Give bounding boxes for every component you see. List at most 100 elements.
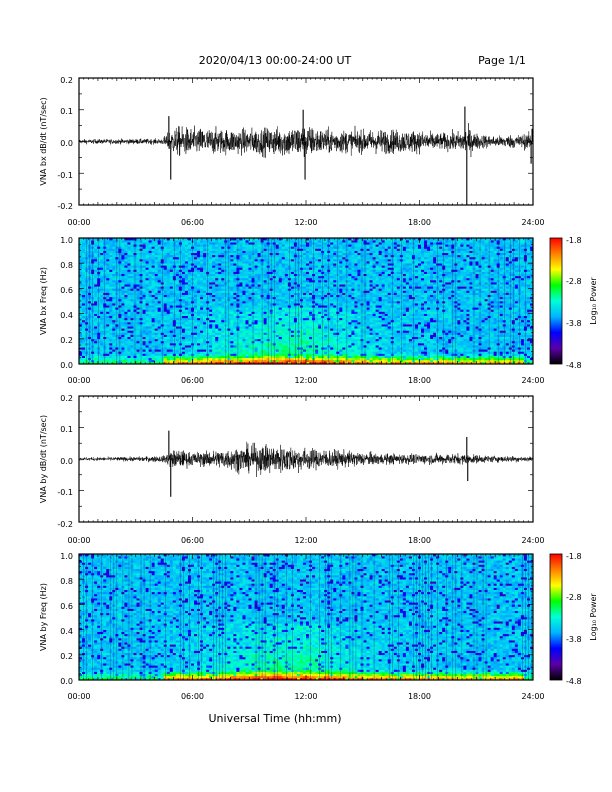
spectrogram-cell <box>239 256 243 260</box>
spectrogram-cell <box>169 303 174 306</box>
spectrogram-cell <box>121 334 125 337</box>
spectrogram-cell <box>79 242 83 245</box>
spectrogram-cell <box>209 271 213 274</box>
spectrogram-cell <box>169 336 174 340</box>
spectrogram-cell <box>230 345 234 348</box>
spectrogram-cell <box>212 359 216 363</box>
spectrogram-cell <box>209 252 213 256</box>
spectrogram-cell <box>233 275 237 279</box>
spectrogram-cell <box>239 246 243 249</box>
spectrogram-cell <box>242 319 246 323</box>
spectrogram-cell <box>100 322 104 325</box>
spectrogram-cell <box>215 319 219 323</box>
spectrogram-cell <box>94 259 98 262</box>
spectrogram-cell <box>82 347 86 350</box>
spectrogram-cell <box>94 322 98 325</box>
spectrogram-cell <box>309 317 313 321</box>
spectrogram-cell <box>112 259 116 262</box>
spectrogram-cell <box>163 267 168 270</box>
spectrogram-cell <box>157 244 162 247</box>
spectrogram-cell <box>306 290 310 293</box>
spectrogram-cell <box>194 259 198 262</box>
spectrogram-cell <box>245 275 249 279</box>
spectrogram-cell <box>209 349 213 352</box>
spectrogram-cell <box>194 359 198 363</box>
spectrogram-cell <box>302 290 307 293</box>
spectrogram-cell <box>121 311 125 314</box>
spectrogram-cell <box>166 292 171 295</box>
spectrogram-cell <box>209 277 213 281</box>
spectrogram-cell <box>100 273 104 277</box>
spectrogram-cell <box>263 273 267 277</box>
spectrogram-cell <box>254 338 258 342</box>
spectrogram-cell <box>121 296 125 300</box>
spectrogram-cell <box>121 313 125 316</box>
spectrogram-cell <box>112 311 116 314</box>
spectrogram-cell <box>194 275 198 279</box>
spectrogram-cell <box>79 240 83 243</box>
spectrogram-cell <box>230 313 234 316</box>
spectrogram-cell <box>127 317 131 321</box>
spectrogram-cell <box>142 303 146 306</box>
spectrogram-cell <box>245 284 249 287</box>
spectrogram-cell <box>148 290 152 293</box>
spectrogram-cell <box>151 305 155 308</box>
spectrogram-cell <box>302 288 307 291</box>
spectrogram-cell <box>218 250 222 253</box>
spectrogram-cell <box>203 359 207 363</box>
spectrogram-cell <box>142 269 146 272</box>
spectrogram-cell <box>109 326 113 329</box>
spectrogram-cell <box>79 238 83 241</box>
spectrogram-cell <box>302 340 307 344</box>
spectrogram-cell <box>309 334 313 337</box>
spectrogram-cell <box>169 324 174 327</box>
spectrogram-cell <box>142 286 146 289</box>
spectrogram-cell <box>218 280 222 283</box>
spectrogram-cell <box>106 324 110 327</box>
spectrogram-cell <box>197 343 201 346</box>
spectrogram-cell <box>263 330 267 333</box>
spectrogram-cell <box>157 338 162 342</box>
spectrogram-cell <box>290 280 295 283</box>
spectrogram-cell <box>290 265 295 268</box>
spectrogram-cell <box>209 280 213 283</box>
spectrogram-cell <box>166 282 171 285</box>
spectrogram-cell <box>163 332 168 335</box>
spectrogram-cell <box>82 322 86 325</box>
spectrogram-cell <box>212 271 216 274</box>
spectrogram-cell <box>151 280 155 283</box>
spectrogram-cell <box>163 307 168 310</box>
spectrogram-cell <box>215 284 219 287</box>
spectrogram-cell <box>151 259 155 262</box>
spectrogram-cell <box>166 298 171 302</box>
spectrogram-cell <box>121 269 125 272</box>
spectrogram-cell <box>184 305 189 308</box>
spectrogram-cell <box>218 351 222 354</box>
spectrogram-cell <box>200 296 204 300</box>
spectrogram-cell <box>254 355 258 358</box>
spectrogram-cell <box>166 307 171 310</box>
spectrogram-cell <box>145 303 149 306</box>
spectrogram-cell <box>284 242 289 245</box>
spectrogram-cell <box>218 242 222 245</box>
spectrogram-cell <box>187 288 192 291</box>
spectrogram-cell <box>254 254 258 258</box>
spectrogram-cell <box>145 349 149 352</box>
spectrogram-cell <box>203 263 207 266</box>
spectrogram-cell <box>233 324 237 327</box>
spectrogram-cell <box>142 326 146 329</box>
spectrogram-cell <box>275 292 280 295</box>
spectrogram-cell <box>148 340 152 344</box>
spectrogram-cell <box>203 345 207 348</box>
spectrogram-cell <box>203 284 207 287</box>
spectrogram-cell <box>284 294 289 298</box>
spectrogram-cell <box>197 355 201 358</box>
spectrogram-cell <box>200 301 204 304</box>
spectrogram-cell <box>254 263 258 266</box>
spectrogram-cell <box>151 263 155 266</box>
spectrogram-cell <box>94 319 98 323</box>
spectrogram-cell <box>248 280 252 283</box>
spectrogram-cell <box>203 361 207 365</box>
spectrogram-cell <box>166 353 171 356</box>
spectrogram-cell <box>109 271 113 274</box>
